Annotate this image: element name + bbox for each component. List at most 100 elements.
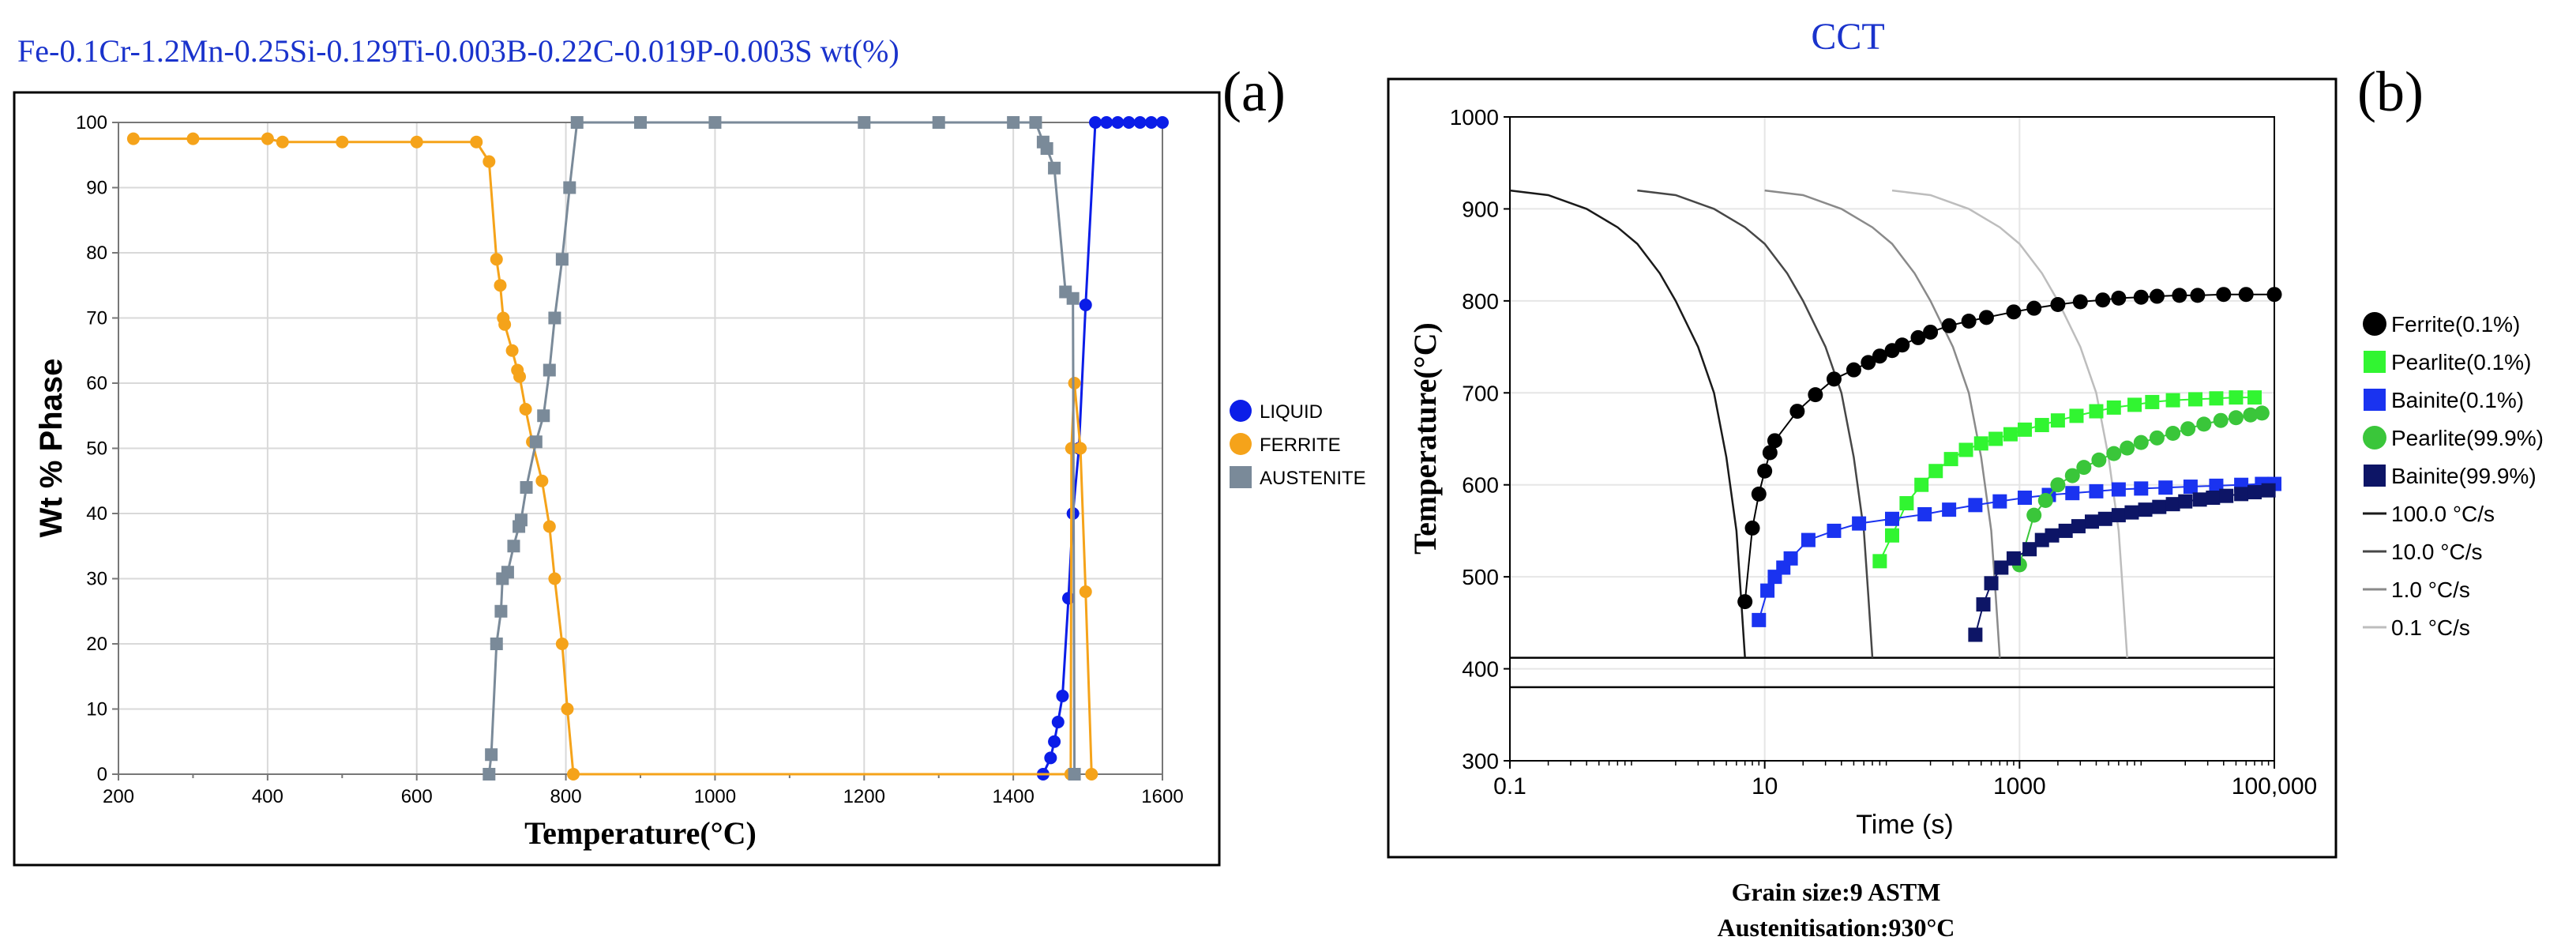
- series-austenite-point: [501, 566, 514, 579]
- series-pearlite-99-9-point: [2091, 452, 2107, 468]
- series-bainite-0-1-point: [2018, 491, 2033, 506]
- panel-b-tag: (b): [2357, 60, 2424, 123]
- series-ferrite-point: [483, 155, 496, 168]
- series-bainite-0-1-point: [1783, 551, 1798, 566]
- series-bainite-0-1-point: [2065, 486, 2080, 501]
- panel-b-ytick-label: 800: [1462, 289, 1499, 314]
- series-ferrite-0-1-point: [1872, 348, 1887, 364]
- series-austenite-point: [543, 363, 556, 377]
- series-ferrite-0-1-point: [1767, 433, 1782, 449]
- panel-a-legend: LIQUID FERRITE AUSTENITE: [1230, 400, 1366, 489]
- series-ferrite-point: [519, 403, 532, 416]
- series-ferrite-0-1-point: [2238, 287, 2254, 303]
- series-bainite-99-9-point: [2219, 488, 2234, 503]
- caption-grain-size: Grain size:9 ASTM: [1732, 878, 1941, 906]
- panel-b-ytick-label: 900: [1462, 197, 1499, 221]
- series-bainite-0-1-point: [2158, 480, 2173, 495]
- series-ferrite-0-1-point: [1737, 594, 1753, 610]
- series-liquid-point: [1048, 735, 1061, 748]
- series-bainite-99-9-point: [2206, 491, 2221, 506]
- series-pearlite-0-1-point: [2089, 404, 2104, 419]
- series-ferrite-0-1-point: [2050, 297, 2066, 313]
- series-bainite-0-1-point: [1885, 511, 1899, 526]
- series-ferrite-point: [498, 318, 512, 331]
- panel-a-xtick-label: 1000: [694, 786, 736, 807]
- series-liquid-point: [1144, 116, 1158, 129]
- series-ferrite-point: [555, 638, 569, 650]
- series-ferrite-0-1-point: [1808, 387, 1823, 403]
- legend-pearlite-99-9-label: Pearlite(99.9%): [2391, 426, 2544, 450]
- series-bainite-0-1-point: [1827, 523, 1842, 538]
- series-pearlite-0-1-point: [1958, 442, 1973, 457]
- series-pearlite-0-1-point: [2069, 408, 2084, 423]
- panel-b-ytick-label: 400: [1462, 657, 1499, 682]
- panel-a-ytick-label: 30: [86, 569, 107, 590]
- panel-a-ytick-label: 20: [86, 634, 107, 655]
- series-bainite-0-1-point: [1942, 502, 1957, 517]
- series-ferrite-point: [543, 520, 556, 533]
- legend-ferrite-label: FERRITE: [1260, 434, 1341, 456]
- caption-austenitisation: Austenitisation:930°C: [1718, 913, 1955, 942]
- panel-b-plot-area: [1509, 116, 2275, 762]
- series-pearlite-0-1-point: [2050, 413, 2065, 428]
- series-ferrite-0-1-point: [2172, 288, 2187, 303]
- series-liquid-point: [1122, 116, 1136, 129]
- series-austenite-point: [483, 768, 496, 781]
- series-ferrite-0-1-point: [1923, 324, 1939, 340]
- series-pearlite-0-1-point: [2003, 427, 2018, 442]
- series-bainite-99-9-point: [2111, 508, 2126, 523]
- series-bainite-0-1-point: [2134, 481, 2149, 496]
- series-ferrite-0-1-point: [1978, 310, 1994, 325]
- panel-b-ytick-label: 700: [1462, 381, 1499, 405]
- series-pearlite-99-9-point: [2243, 407, 2259, 423]
- panel-a-ytick-label: 40: [86, 503, 107, 525]
- series-pearlite-99-9-point: [2196, 416, 2212, 432]
- panel-a-xtick-label: 400: [252, 786, 284, 807]
- panel-b-series: [1509, 189, 2282, 689]
- series-pearlite-99-9-point: [2037, 493, 2053, 509]
- series-ferrite-point: [261, 132, 274, 145]
- legend-0-1-c-s-label: 0.1 °C/s: [2391, 615, 2470, 640]
- panel-b-xtick-label: 10: [1752, 773, 1778, 799]
- series-austenite-point: [1048, 161, 1061, 175]
- series-ferrite-0-1-point: [1941, 318, 1957, 333]
- series-pearlite-99-9-point: [2180, 421, 2196, 437]
- panel-b-ytick-label: 600: [1462, 473, 1499, 498]
- series-bainite-0-1-point: [2111, 482, 2126, 497]
- panel-b-ylabel: Temperature(°C): [1407, 322, 1443, 555]
- series-ferrite-point: [276, 135, 289, 149]
- series-ferrite-0-1-point: [2006, 304, 2022, 320]
- series-bainite-0-1-point: [1852, 516, 1867, 531]
- series-austenite-point: [1068, 768, 1081, 781]
- panel-b-xtick-label: 100,000: [2232, 773, 2317, 799]
- series-austenite-point: [548, 311, 561, 325]
- series-pearlite-0-1-point: [2188, 392, 2203, 407]
- series-pearlite-0-1-point: [1943, 452, 1958, 467]
- panel-a-ytick-label: 10: [86, 699, 107, 720]
- series-pearlite-99-9-point: [2076, 460, 2092, 476]
- series-bainite-99-9-point: [2234, 487, 2249, 502]
- legend-100-0-c-s-label: 100.0 °C/s: [2391, 502, 2495, 526]
- panel-b-ytick-label: 300: [1462, 749, 1499, 773]
- panel-b-ytick-label: 500: [1462, 565, 1499, 589]
- series-austenite-point: [494, 604, 508, 618]
- panel-a-frame: [13, 91, 1221, 867]
- panel-a-xtick-label: 200: [103, 786, 134, 807]
- panel-a-ytick-label: 50: [86, 438, 107, 460]
- series-pearlite-99-9-point: [2213, 412, 2229, 428]
- panel-a-ytick-label: 70: [86, 308, 107, 329]
- series-bainite-99-9-point: [2138, 502, 2153, 517]
- cooling-curve-1-0-c-s: [1764, 189, 2001, 658]
- series-bainite-99-9-point: [2097, 511, 2112, 526]
- series-bainite-99-9-point: [2085, 514, 2100, 529]
- panel-a-xlabel: Temperature(°C): [524, 815, 757, 851]
- legend-pearlite-0-1-swatch: [2364, 351, 2386, 373]
- panel-a-title: Fe-0.1Cr-1.2Mn-0.25Si-0.129Ti-0.003B-0.2…: [17, 33, 899, 69]
- series-bainite-99-9-point: [2247, 485, 2262, 500]
- series-austenite-point: [932, 116, 945, 129]
- series-pearlite-0-1-point: [2018, 422, 2033, 437]
- series-pearlite-99-9-point: [2254, 405, 2270, 421]
- series-liquid-point: [1079, 299, 1092, 311]
- series-ferrite-point: [336, 135, 349, 149]
